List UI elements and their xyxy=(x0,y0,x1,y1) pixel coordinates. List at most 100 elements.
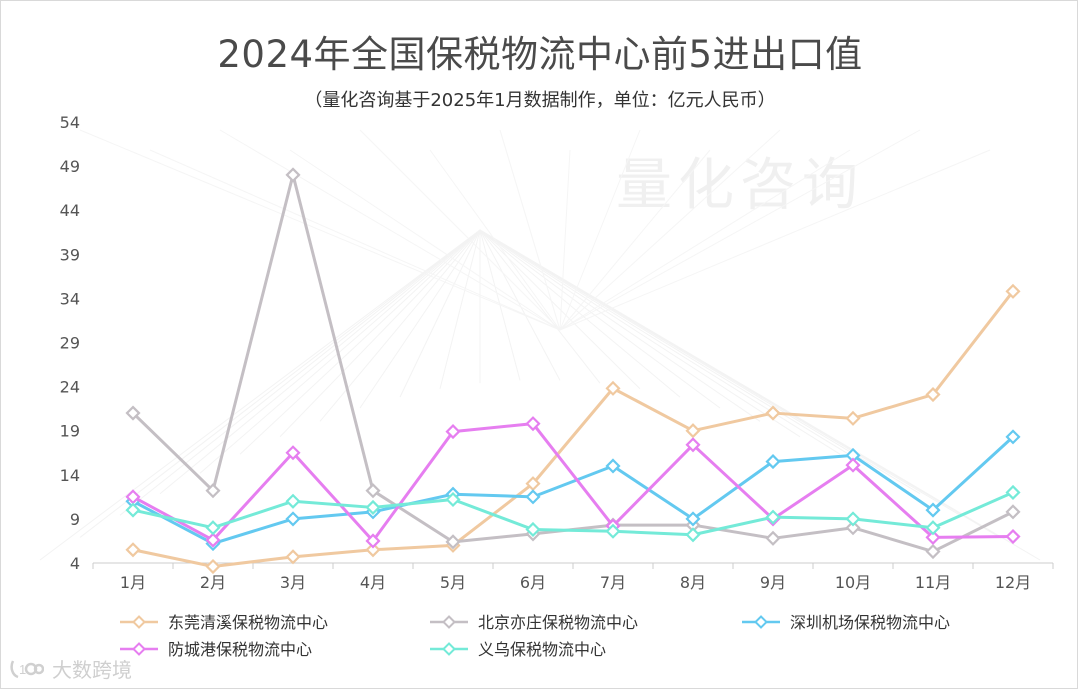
data-point xyxy=(685,423,701,439)
watermark-line xyxy=(559,149,571,331)
legend-label: 北京亦庄保税物流中心 xyxy=(478,613,638,632)
data-point xyxy=(525,521,541,538)
data-point xyxy=(1005,528,1021,545)
data-point xyxy=(205,483,221,499)
data-point xyxy=(925,386,941,403)
x-tick-label: 3月 xyxy=(280,573,306,592)
legend-swatch-marker xyxy=(442,615,456,629)
watermark-line xyxy=(399,229,481,398)
watermark-line xyxy=(79,229,481,538)
data-point xyxy=(445,534,461,550)
watermark-line xyxy=(429,149,561,331)
data-point xyxy=(765,405,781,421)
y-tick-label: 14 xyxy=(60,466,80,485)
series-layer xyxy=(125,167,1021,575)
data-point xyxy=(1005,283,1021,299)
watermark-line xyxy=(479,229,1041,561)
data-point xyxy=(205,520,221,536)
legend-swatch-marker xyxy=(132,615,146,629)
svg-text:1: 1 xyxy=(19,662,26,677)
x-tick-label: 10月 xyxy=(835,573,871,592)
series-line xyxy=(131,422,1015,543)
watermark-text: 量化咨询 xyxy=(616,153,864,218)
legend-item: 防城港保税物流中心 xyxy=(120,640,312,659)
data-point xyxy=(845,520,861,536)
watermark-line xyxy=(479,229,721,409)
series-5 xyxy=(125,484,1021,543)
watermark-line xyxy=(479,229,841,455)
x-axis: 1月 2月 3月 4月 5月 6月 7月 8月 9月 10月 11月 12月 xyxy=(92,562,1054,592)
watermark-line xyxy=(39,229,481,561)
data-point xyxy=(525,489,541,505)
series-line xyxy=(131,289,1015,569)
legend-swatch-marker xyxy=(754,615,768,629)
watermark-line xyxy=(559,149,991,331)
watermark-line xyxy=(559,129,921,331)
data-point xyxy=(925,543,941,560)
watermark-line xyxy=(359,129,561,331)
x-tick-label: 5月 xyxy=(440,573,466,592)
watermark-line xyxy=(499,129,561,331)
data-point xyxy=(125,542,141,558)
legend-swatch-marker xyxy=(442,642,456,656)
x-tick-label: 4月 xyxy=(360,573,386,592)
legend-label: 防城港保税物流中心 xyxy=(168,640,312,659)
x-tick-label: 1月 xyxy=(120,573,146,592)
chart-title: 2024年全国保税物流中心前5进出口值 xyxy=(217,33,863,76)
data-point xyxy=(765,454,781,470)
watermark-line xyxy=(279,229,481,438)
data-point xyxy=(205,558,221,575)
data-point xyxy=(765,509,781,525)
y-tick-label: 29 xyxy=(60,334,80,353)
watermark-line xyxy=(559,129,781,331)
data-point xyxy=(1005,484,1021,500)
watermark-line xyxy=(559,149,711,331)
series-1 xyxy=(125,283,1021,575)
brand-logo: 1 大数跨境 xyxy=(10,654,132,683)
legend-label: 深圳机场保税物流中心 xyxy=(790,613,950,632)
y-tick-label: 24 xyxy=(60,378,80,397)
y-tick-label: 39 xyxy=(60,245,80,264)
data-point xyxy=(445,491,461,508)
data-point xyxy=(365,483,381,499)
watermark-line xyxy=(479,229,681,398)
data-point xyxy=(285,511,301,527)
data-point xyxy=(285,167,301,183)
data-point xyxy=(925,529,941,545)
watermark-line xyxy=(219,129,561,331)
legend-item: 义乌保税物流中心 xyxy=(430,640,606,659)
data-point xyxy=(125,405,141,421)
data-point xyxy=(1005,429,1021,445)
series-line xyxy=(131,435,1015,546)
watermark-line xyxy=(199,229,481,474)
y-tick-label: 4 xyxy=(70,554,80,573)
x-tick-label: 6月 xyxy=(520,573,546,592)
data-point xyxy=(365,542,381,558)
x-tick-label: 8月 xyxy=(680,573,706,592)
watermark-line xyxy=(239,229,481,455)
watermark-line xyxy=(479,229,641,390)
legend-swatch-marker xyxy=(132,642,146,656)
data-point xyxy=(445,424,461,440)
y-tick-label: 49 xyxy=(60,157,80,176)
data-point xyxy=(845,511,861,527)
legend-item: 深圳机场保税物流中心 xyxy=(742,613,950,632)
series-2 xyxy=(125,167,1021,560)
data-point xyxy=(685,511,701,527)
x-tick-label: 9月 xyxy=(760,573,786,592)
data-point xyxy=(925,520,941,536)
data-point xyxy=(365,499,381,515)
brand-name: 大数跨境 xyxy=(52,658,132,682)
data-point xyxy=(285,549,301,565)
data-point xyxy=(845,410,861,426)
data-point xyxy=(765,530,781,546)
watermark-line xyxy=(559,149,851,331)
y-tick-label: 34 xyxy=(60,289,80,308)
series-line xyxy=(131,173,1015,554)
watermark-line xyxy=(479,229,801,438)
data-point xyxy=(205,532,221,548)
data-point xyxy=(605,458,621,474)
watermark-line xyxy=(359,229,481,409)
